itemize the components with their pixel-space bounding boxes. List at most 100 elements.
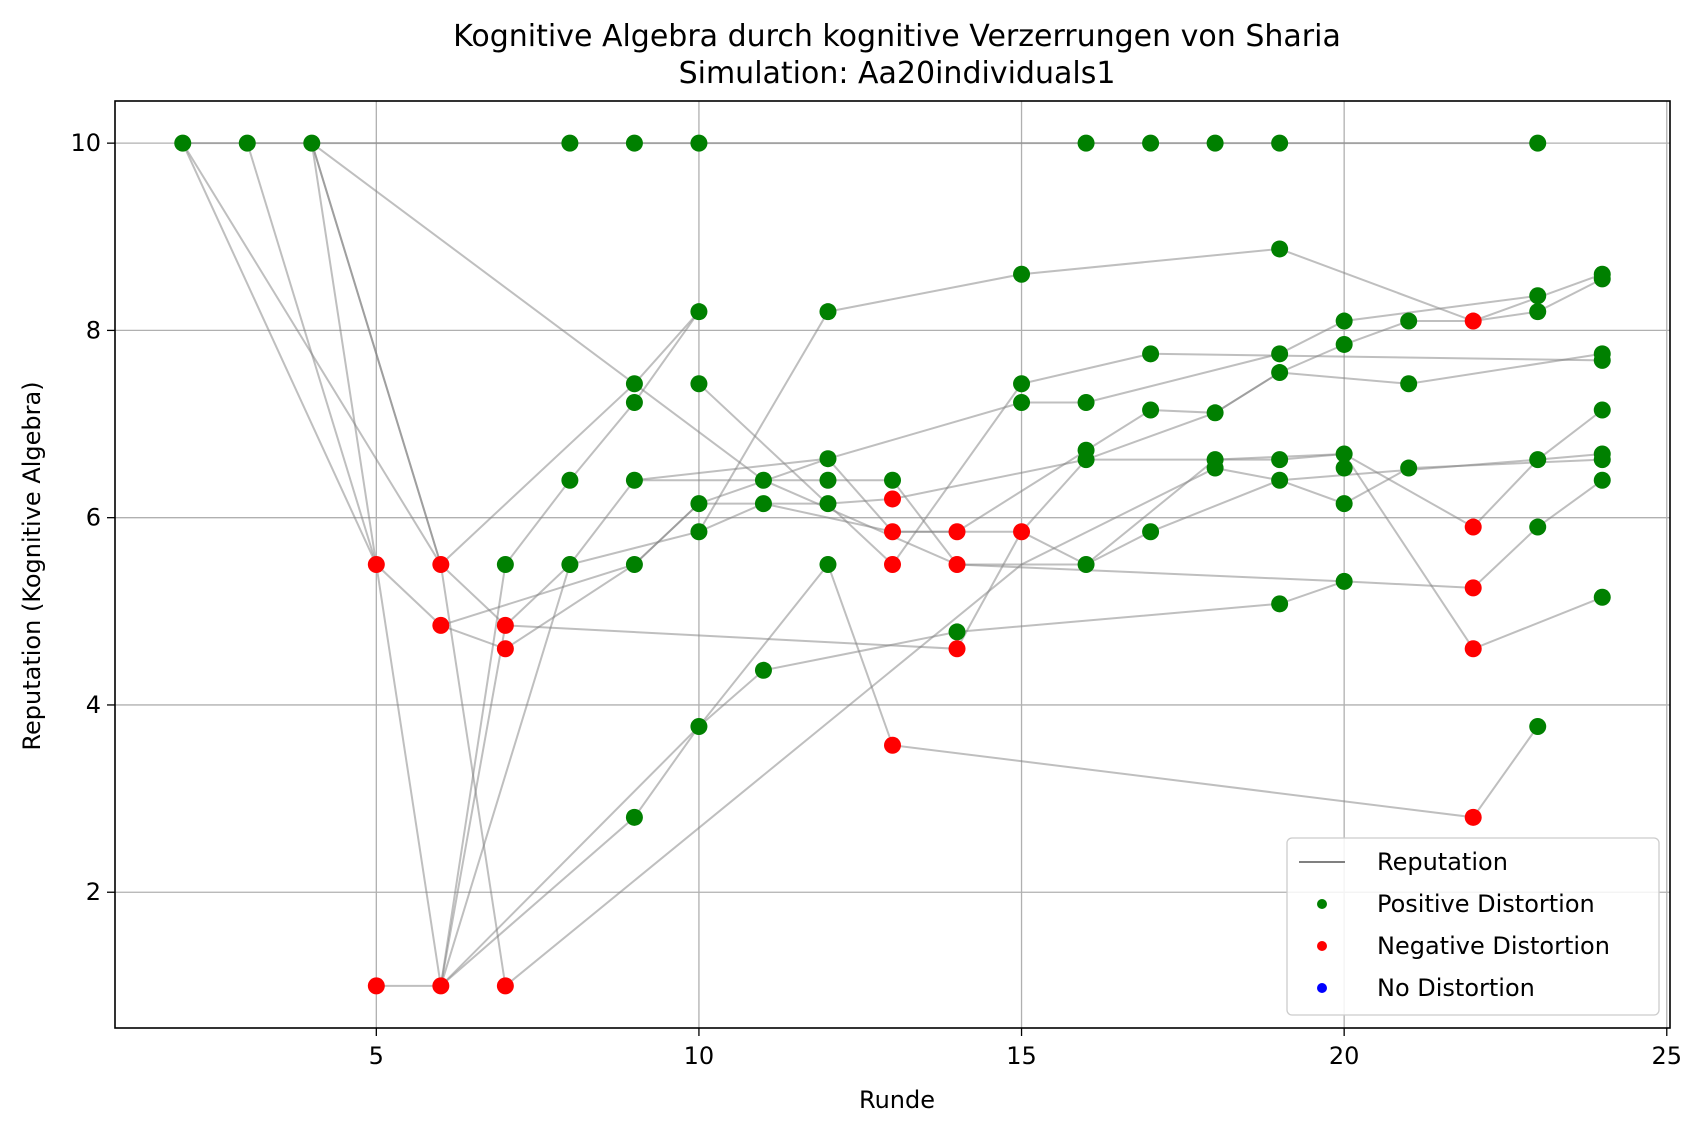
positive-distortion-point (819, 303, 837, 321)
negative-distortion-point (1464, 518, 1482, 536)
legend-box (1286, 837, 1660, 1016)
plot-frame (114, 100, 1671, 1029)
positive-distortion-point (690, 303, 708, 321)
legend: Reputation Positive Distortion Negative Di… (1286, 837, 1660, 1016)
positive-distortion-point (174, 134, 192, 152)
negative-distortion-point (884, 490, 901, 508)
reputation-series-line (504, 409, 1603, 987)
positive-distortion-point (561, 471, 579, 489)
negative-distortion-point (432, 977, 450, 995)
legend-label: Positive Distortion (1377, 890, 1595, 918)
legend-label: Reputation (1377, 848, 1508, 876)
y-axis-label: Reputation (Kognitive Algebra) (18, 381, 46, 750)
negative-distortion-point (948, 640, 966, 658)
x-tick-label: 25 (1652, 1042, 1683, 1070)
legend-marker-swatch (1317, 983, 1327, 993)
positive-distortion-point (1335, 459, 1353, 477)
positive-distortion-point (1529, 451, 1547, 469)
legend-label: Negative Distortion (1377, 932, 1610, 960)
reputation-series-line (440, 294, 1538, 627)
positive-distortion-point (819, 471, 837, 489)
positive-distortion-point (1206, 459, 1224, 477)
positive-distortion-point (1529, 134, 1547, 152)
positive-distortion-point (1400, 375, 1418, 393)
positive-distortion-point (1593, 471, 1611, 489)
positive-distortion-point (690, 134, 708, 152)
negative-distortion-point (884, 556, 901, 573)
positive-distortion-point (1077, 451, 1095, 469)
positive-distortion-point (1142, 345, 1160, 363)
positive-distortion-point (754, 495, 772, 513)
positive-distortion-point (1593, 351, 1611, 369)
positive-distortion-point (561, 134, 579, 152)
negative-distortion-point (884, 736, 901, 754)
positive-distortion-point (625, 556, 643, 573)
positive-distortion-point (625, 808, 643, 826)
negative-distortion-point (884, 523, 901, 541)
negative-distortion-point (367, 977, 385, 995)
positive-distortion-point (754, 661, 772, 679)
positive-distortion-point (884, 471, 901, 489)
negative-distortion-point (1464, 579, 1482, 597)
positive-distortion-point (690, 495, 708, 513)
y-tick-label: 6 (86, 504, 101, 532)
negative-distortion-point (496, 616, 514, 634)
positive-distortion-point (1400, 459, 1418, 477)
positive-distortion-point (1400, 312, 1418, 330)
reputation-series-line (634, 352, 1603, 533)
x-tick-label: 15 (1006, 1042, 1037, 1070)
y-tick-label: 4 (86, 691, 101, 719)
positive-distortion-point (1271, 595, 1289, 613)
positive-distortion-point (1271, 134, 1289, 152)
negative-distortion-point (367, 556, 385, 573)
positive-distortion-point (1077, 134, 1095, 152)
positive-distortion-point (1013, 394, 1031, 412)
positive-distortion-point (690, 523, 708, 541)
positive-distortion-point (496, 556, 514, 573)
positive-distortion-point (1335, 445, 1353, 463)
positive-distortion-point (1335, 495, 1353, 513)
positive-distortion-point (819, 450, 837, 468)
positive-distortion-point (303, 134, 321, 152)
negative-distortion-point (948, 556, 966, 573)
legend-label: No Distortion (1377, 974, 1535, 1002)
positive-distortion-point (1593, 451, 1611, 469)
positive-distortion-point (1077, 556, 1095, 573)
y-tick-label: 10 (70, 129, 101, 157)
positive-distortion-point (1206, 404, 1224, 422)
positive-distortion-point (1271, 364, 1289, 382)
positive-distortion-point (1271, 345, 1289, 363)
positive-distortion-point (1529, 287, 1547, 305)
positive-distortion-point (1013, 375, 1031, 393)
positive-distortion-point (1335, 312, 1353, 330)
negative-distortion-point (432, 556, 450, 573)
positive-distortion-point (625, 134, 643, 152)
positive-distortion-point (1529, 518, 1547, 536)
y-tick-label: 2 (86, 878, 101, 906)
positive-distortion-point (1077, 394, 1095, 412)
negative-distortion-point (432, 616, 450, 634)
reputation-series-line (376, 311, 700, 987)
positive-distortion-point (948, 623, 966, 641)
positive-distortion-point (1593, 588, 1611, 606)
chart-title: Kognitive Algebra durch kognitive Verzer… (453, 19, 1341, 54)
reputation-series-line (440, 562, 1539, 987)
positive-distortion-point (819, 556, 837, 573)
reputation-series-line (246, 142, 378, 565)
positive-distortion-point (1593, 270, 1611, 288)
legend-marker-swatch (1317, 941, 1327, 951)
positive-distortion-point (1529, 303, 1547, 321)
negative-distortion-point (1464, 312, 1482, 330)
positive-distortion-point (690, 375, 708, 393)
chart-subtitle: Simulation: Aa20individuals1 (679, 56, 1116, 91)
negative-distortion-point (948, 523, 966, 541)
reputation-series-line (310, 142, 507, 987)
x-axis-label: Runde (859, 1086, 935, 1114)
x-tick-label: 5 (369, 1042, 384, 1070)
negative-distortion-point (496, 640, 514, 658)
positive-distortion-point (1335, 335, 1353, 353)
y-tick-label: 8 (86, 316, 101, 344)
y-axis-ticks: 2 4 6 8 10 (70, 129, 115, 906)
